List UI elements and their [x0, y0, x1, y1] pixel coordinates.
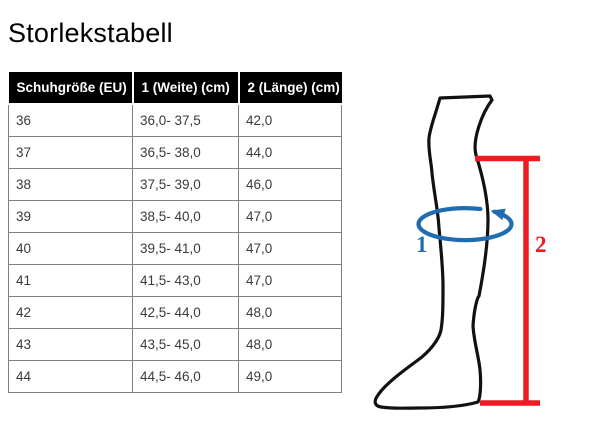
table-cell: 46,0: [238, 168, 342, 201]
table-row: 37 36,5- 38,0 44,0: [8, 136, 342, 169]
leg-measurement-figure: 1 2: [373, 94, 547, 410]
table-row: 39 38,5- 40,0 47,0: [8, 200, 342, 233]
table-cell: 38,5- 40,0: [132, 200, 239, 233]
table-cell: 44,5- 46,0: [132, 360, 239, 393]
table-row: 40 39,5- 41,0 47,0: [8, 232, 342, 265]
table-cell: 47,0: [238, 232, 342, 265]
table-row: 42 42,5- 44,0 48,0: [8, 296, 342, 329]
size-table-header: Schuhgröße (EU) 1 (Weite) (cm) 2 (Länge)…: [8, 72, 342, 105]
header-row: Schuhgröße (EU) 1 (Weite) (cm) 2 (Länge)…: [8, 72, 342, 105]
size-table: Schuhgröße (EU) 1 (Weite) (cm) 2 (Länge)…: [8, 72, 342, 393]
table-row: 43 43,5- 45,0 48,0: [8, 328, 342, 361]
table-cell: 41: [8, 264, 133, 297]
table-row: 38 37,5- 39,0 46,0: [8, 168, 342, 201]
table-cell: 42: [8, 296, 133, 329]
page-title: Storlekstabell: [8, 18, 173, 48]
column-header-length: 2 (Länge) (cm): [238, 72, 342, 105]
table-cell: 48,0: [238, 296, 342, 329]
table-cell: 43,5- 45,0: [132, 328, 239, 361]
table-cell: 48,0: [238, 328, 342, 361]
table-cell: 44: [8, 360, 133, 393]
table-row: 36 36,0- 37,5 42,0: [8, 103, 342, 137]
table-cell: 39: [8, 200, 133, 233]
table-cell: 37,5- 39,0: [132, 168, 239, 201]
column-header-shoe-size: Schuhgröße (EU): [8, 72, 134, 105]
table-cell: 42,5- 44,0: [132, 296, 239, 329]
table-row: 44 44,5- 46,0 49,0: [8, 360, 342, 393]
column-header-width: 1 (Weite) (cm): [132, 72, 240, 105]
table-cell: 36,5- 38,0: [132, 136, 239, 169]
table-cell: 49,0: [238, 360, 342, 393]
table-cell: 42,0: [238, 103, 342, 137]
table-cell: 40: [8, 232, 133, 265]
table-row: 41 41,5- 43,0 47,0: [8, 264, 342, 297]
size-table-body: 36 36,0- 37,5 42,0 37 36,5- 38,0 44,0 38 37,5- …: [8, 103, 342, 393]
length-number-label: 2: [535, 232, 547, 257]
table-cell: 47,0: [238, 264, 342, 297]
table-cell: 36: [8, 103, 133, 137]
table-cell: 39,5- 41,0: [132, 232, 239, 265]
circumference-arrow-icon: [416, 206, 514, 243]
table-cell: 36,0- 37,5: [132, 103, 239, 137]
table-cell: 38: [8, 168, 133, 201]
table-cell: 41,5- 43,0: [132, 264, 239, 297]
length-measure-icon: [475, 155, 540, 406]
table-cell: 43: [8, 328, 133, 361]
leg-outline-icon: [373, 94, 494, 410]
table-cell: 44,0: [238, 136, 342, 169]
table-cell: 47,0: [238, 200, 342, 233]
circumference-number-label: 1: [416, 232, 428, 257]
table-cell: 37: [8, 136, 133, 169]
